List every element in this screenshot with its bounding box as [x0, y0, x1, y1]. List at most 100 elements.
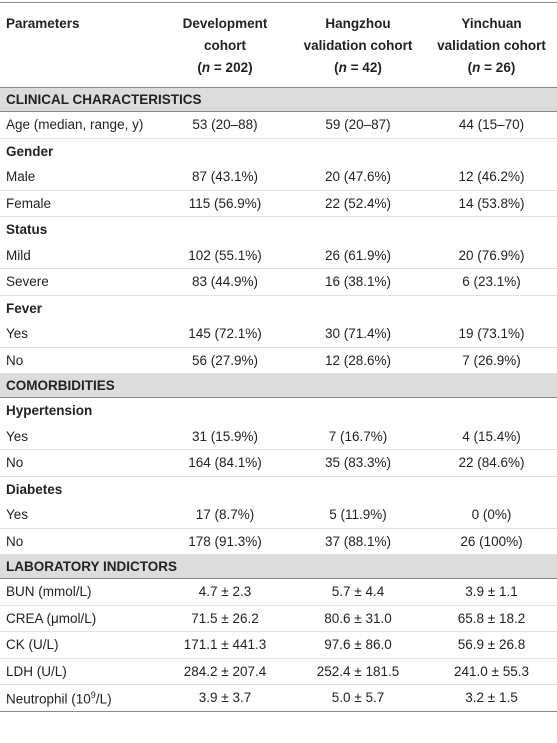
- header-line: validation cohort: [437, 38, 546, 53]
- value-cell: 35 (83.3%): [290, 449, 426, 477]
- row-label: Male: [0, 164, 160, 191]
- group-row: Diabetes: [0, 476, 557, 502]
- data-row: CREA (μmol/L) 71.5 ± 26.2 80.6 ± 31.0 65.8 …: [0, 605, 557, 632]
- row-label: No: [0, 449, 160, 477]
- value-cell: 44 (15–70): [426, 111, 557, 139]
- group-label: Status: [6, 222, 48, 238]
- sample-part: n: [338, 60, 347, 75]
- value-cell: 252.4 ± 181.5: [290, 658, 426, 685]
- group-label: Hypertension: [6, 403, 93, 419]
- header-cell: Hangzhou validation cohort (n = 42): [290, 2, 426, 88]
- value-cell: 5.0 ± 5.7: [290, 684, 426, 712]
- row-label: BUN (mmol/L): [0, 578, 160, 606]
- value-cell: 30 (71.4%): [290, 321, 426, 348]
- sample-size: (n = 42): [334, 60, 382, 75]
- value-cell: 7 (16.7%): [290, 423, 426, 450]
- value-cell: 6 (23.1%): [426, 268, 557, 296]
- value-cell: 65.8 ± 18.2: [426, 605, 557, 632]
- value-cell: 3.2 ± 1.5: [426, 684, 557, 712]
- value-cell: 5.7 ± 4.4: [290, 578, 426, 606]
- data-row: Neutrophil (109/L) 3.9 ± 3.7 5.0 ± 5.7 3.2 …: [0, 684, 557, 712]
- group-row: Status: [0, 217, 557, 243]
- value-cell: 83 (44.9%): [160, 268, 290, 296]
- value-cell: 7 (26.9%): [426, 347, 557, 374]
- sample-part: n: [201, 60, 211, 75]
- data-row: LDH (U/L) 284.2 ± 207.4 252.4 ± 181.5 241.0…: [0, 658, 557, 685]
- header-line: Yinchuan: [461, 16, 522, 31]
- row-label: CREA (μmol/L): [0, 605, 160, 632]
- value-cell: 0 (0%): [426, 502, 557, 529]
- header-line: cohort: [204, 38, 246, 53]
- value-cell: 145 (72.1%): [160, 321, 290, 348]
- sample-part: = 202): [210, 60, 253, 75]
- label-part: Neutrophil (10: [6, 691, 91, 706]
- value-cell: 3.9 ± 3.7: [160, 684, 290, 712]
- row-label: Severe: [0, 268, 160, 296]
- row-label: Neutrophil (109/L): [0, 684, 160, 712]
- value-cell: 12 (46.2%): [426, 164, 557, 191]
- value-cell: 56.9 ± 26.8: [426, 631, 557, 659]
- sample-part: (: [334, 60, 339, 75]
- sample-part: = 26): [480, 60, 516, 75]
- value-cell: 164 (84.1%): [160, 449, 290, 477]
- data-table: Parameters Development cohort (n = 202) Han…: [0, 2, 557, 712]
- value-cell: 178 (91.3%): [160, 528, 290, 555]
- header-cell: Development cohort (n = 202): [160, 2, 290, 88]
- data-row: Yes 17 (8.7%) 5 (11.9%) 0 (0%): [0, 502, 557, 529]
- header-cell: Yinchuan validation cohort (n = 26): [426, 2, 557, 88]
- value-cell: 20 (47.6%): [290, 164, 426, 191]
- data-row: Severe 83 (44.9%) 16 (38.1%) 6 (23.1%): [0, 268, 557, 296]
- table-body: CLINICAL CHARACTERISTICS Age (median, ran…: [0, 87, 557, 712]
- value-cell: 56 (27.9%): [160, 347, 290, 374]
- group-label: Gender: [6, 143, 54, 159]
- value-cell: 53 (20–88): [160, 111, 290, 139]
- value-cell: 87 (43.1%): [160, 164, 290, 191]
- sample-part: n: [472, 60, 481, 75]
- row-label: Yes: [0, 423, 160, 450]
- value-cell: 4.7 ± 2.3: [160, 578, 290, 606]
- value-cell: 3.9 ± 1.1: [426, 578, 557, 606]
- value-cell: 31 (15.9%): [160, 423, 290, 450]
- data-row: No 56 (27.9%) 12 (28.6%) 7 (26.9%): [0, 347, 557, 374]
- value-cell: 4 (15.4%): [426, 423, 557, 450]
- row-label: Yes: [0, 502, 160, 529]
- section-title: LABORATORY INDICTORS: [0, 554, 557, 579]
- data-row: Age (median, range, y) 53 (20–88) 59 (20–8…: [0, 111, 557, 139]
- section-row: LABORATORY INDICTORS: [0, 554, 557, 579]
- label-part: /L): [95, 691, 112, 706]
- row-label: Yes: [0, 321, 160, 348]
- section-row: COMORBIDITIES: [0, 373, 557, 398]
- value-cell: 115 (56.9%): [160, 190, 290, 217]
- value-cell: 71.5 ± 26.2: [160, 605, 290, 632]
- value-cell: 22 (52.4%): [290, 190, 426, 217]
- header-line: Development: [182, 16, 268, 31]
- data-row: No 164 (84.1%) 35 (83.3%) 22 (84.6%): [0, 449, 557, 477]
- value-cell: 16 (38.1%): [290, 268, 426, 296]
- header-line: validation cohort: [303, 38, 413, 53]
- header-line: Hangzhou: [325, 16, 391, 31]
- header-cell: Parameters: [0, 2, 160, 88]
- section-row: CLINICAL CHARACTERISTICS: [0, 87, 557, 112]
- value-cell: 20 (76.9%): [426, 242, 557, 269]
- group-row: Fever: [0, 295, 557, 321]
- sample-part: = 42): [346, 60, 382, 75]
- sample-size: (n = 202): [197, 60, 252, 75]
- group-label: Diabetes: [6, 481, 63, 497]
- row-label: LDH (U/L): [0, 658, 160, 685]
- data-row: BUN (mmol/L) 4.7 ± 2.3 5.7 ± 4.4 3.9 ± 1.1: [0, 578, 557, 606]
- group-row: Gender: [0, 138, 557, 164]
- value-cell: 241.0 ± 55.3: [426, 658, 557, 685]
- row-label: Female: [0, 190, 160, 217]
- header-row: Parameters Development cohort (n = 202) Han…: [0, 2, 557, 88]
- sample-part: (: [467, 60, 473, 75]
- value-cell: 19 (73.1%): [426, 321, 557, 348]
- row-label: CK (U/L): [0, 631, 160, 659]
- value-cell: 37 (88.1%): [290, 528, 426, 555]
- section-title: COMORBIDITIES: [0, 373, 557, 398]
- row-label: No: [0, 528, 160, 555]
- value-cell: 59 (20–87): [290, 111, 426, 139]
- data-row: No 178 (91.3%) 37 (88.1%) 26 (100%): [0, 528, 557, 555]
- data-row: Mild 102 (55.1%) 26 (61.9%) 20 (76.9%): [0, 242, 557, 269]
- label-part: 9: [90, 689, 96, 700]
